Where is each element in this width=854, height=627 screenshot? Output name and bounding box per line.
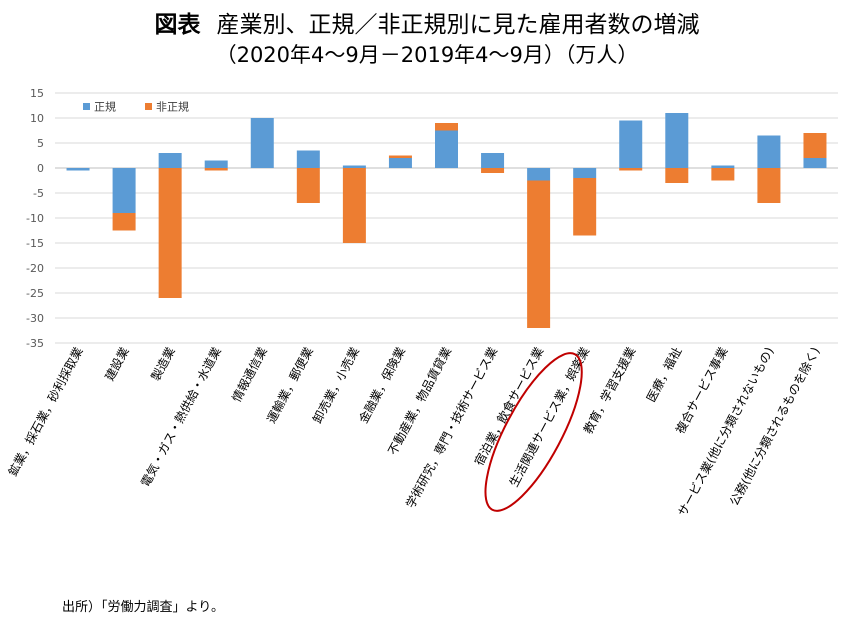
bar-seiki	[757, 135, 781, 168]
bar-seiki	[342, 165, 366, 168]
category-label: 情報通信業	[229, 345, 270, 405]
bar-hiseiki	[481, 168, 505, 173]
legend-label: 非正規	[156, 100, 189, 114]
y-tick-label: -20	[26, 262, 44, 275]
bar-hiseiki	[803, 133, 827, 158]
bar-hiseiki	[112, 213, 136, 231]
bar-seiki	[619, 120, 643, 168]
bar-seiki	[573, 168, 597, 178]
bar-hiseiki	[757, 168, 781, 203]
bar-hiseiki	[435, 123, 458, 131]
category-label: 卸売業，小売業	[309, 344, 362, 425]
chart-title: 図表 産業別、正規／非正規別に見た雇用者数の増減 （2020年4～9月－2019年…	[0, 10, 854, 70]
bar-hiseiki	[527, 180, 551, 328]
category-label: 鉱業，採石業，砂利採取業	[5, 344, 86, 478]
bar-seiki	[435, 130, 458, 168]
category-label: 製造業	[149, 345, 178, 383]
bar-hiseiki	[342, 168, 366, 243]
y-tick-label: -15	[26, 237, 44, 250]
bar-seiki	[204, 160, 228, 168]
y-tick-label: 15	[30, 87, 44, 100]
bar-seiki	[388, 158, 412, 168]
title-main: 産業別、正規／非正規別に見た雇用者数の増減	[216, 12, 700, 38]
category-label: サービス業(他に分類されないもの)	[675, 345, 776, 519]
bar-seiki	[481, 153, 505, 168]
category-label: 医療，福祉	[643, 344, 684, 404]
bar-seiki	[803, 158, 827, 168]
y-tick-label: 10	[30, 112, 44, 125]
title-lead: 図表	[154, 12, 201, 38]
bar-hiseiki	[711, 168, 735, 181]
category-label: 運輸業，郵便業	[263, 344, 316, 425]
chart-subtitle: （2020年4～9月－2019年4～9月）（万人）	[215, 43, 639, 67]
category-label: 建設業	[102, 344, 132, 383]
source-note: 出所）「労働力調査」より。	[62, 600, 224, 615]
y-tick-label: -25	[26, 287, 44, 300]
bar-hiseiki	[665, 168, 689, 183]
bar-seiki	[711, 165, 735, 168]
bar-hiseiki	[204, 168, 228, 171]
highlight-ellipse	[484, 352, 583, 512]
bar-hiseiki	[388, 155, 412, 158]
y-tick-label: -5	[33, 187, 44, 200]
category-label: 複合サービス事業	[672, 344, 730, 436]
y-tick-label: 5	[37, 137, 44, 150]
category-label: 電気・ガス・熱供給・水道業	[137, 344, 223, 489]
category-label: 金融業，保険業	[355, 344, 408, 425]
bar-seiki	[296, 150, 320, 168]
legend-swatch	[83, 103, 90, 110]
bar-seiki	[112, 168, 136, 213]
bar-hiseiki	[158, 168, 182, 298]
bar-seiki	[66, 168, 90, 171]
bar-seiki	[250, 118, 274, 168]
legend-swatch	[145, 103, 152, 110]
y-tick-label: -10	[26, 212, 44, 225]
bar-seiki	[158, 153, 182, 168]
bar-hiseiki	[619, 168, 643, 171]
bar-hiseiki	[296, 168, 320, 203]
y-tick-label: -35	[26, 337, 44, 350]
bar-seiki	[527, 168, 551, 181]
y-tick-label: -30	[26, 312, 44, 325]
bar-hiseiki	[573, 178, 597, 236]
legend-label: 正規	[94, 100, 116, 114]
y-tick-label: 0	[37, 162, 44, 175]
category-label: 公務(他に分類されるものを除く)	[726, 344, 823, 508]
category-label: 生活関連サービス業，娯楽業	[507, 345, 593, 489]
category-label: 教育，学習支援業	[580, 344, 638, 436]
bar-seiki	[665, 113, 689, 168]
